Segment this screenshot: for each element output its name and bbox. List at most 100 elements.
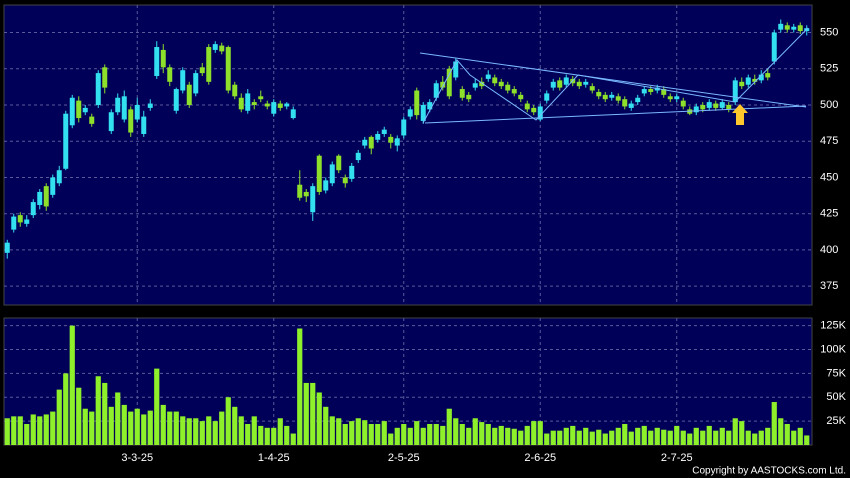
candle-body xyxy=(17,215,23,223)
volume-bar xyxy=(622,423,628,445)
candle-body xyxy=(485,74,491,79)
candle-body xyxy=(453,61,459,78)
candle-body xyxy=(589,86,595,91)
candle-body xyxy=(121,96,127,120)
candle-body xyxy=(199,67,205,74)
volume-bar xyxy=(745,430,751,445)
candle-body xyxy=(771,32,777,62)
volume-bar xyxy=(719,427,725,445)
volume-bar xyxy=(505,427,511,445)
volume-bar xyxy=(433,423,439,445)
volume-bar xyxy=(95,376,101,445)
candle-body xyxy=(212,44,218,50)
volume-bar xyxy=(661,429,667,445)
candle-body xyxy=(719,102,725,108)
volume-bar xyxy=(667,430,673,445)
candle-body xyxy=(576,81,582,87)
candle-body xyxy=(43,186,49,207)
volume-bar xyxy=(186,418,192,445)
volume-bar xyxy=(576,430,582,445)
candle-body xyxy=(375,133,381,140)
volume-bar xyxy=(297,328,303,445)
candle-body xyxy=(303,191,309,197)
volume-bar xyxy=(316,392,322,445)
y-tick-label: 525 xyxy=(820,63,838,75)
candle-body xyxy=(537,106,543,120)
volume-bar xyxy=(375,423,381,445)
candle-body xyxy=(206,47,212,82)
candle-body xyxy=(336,155,342,171)
volume-bar xyxy=(368,423,374,445)
candle-body xyxy=(82,107,88,113)
candle-body xyxy=(648,89,654,92)
arrow-marker xyxy=(732,104,748,125)
y-tick-label: 100K xyxy=(820,343,846,355)
volume-bar xyxy=(232,406,238,445)
volume-bar xyxy=(511,428,517,445)
volume-bar xyxy=(193,418,199,445)
candle-body xyxy=(635,97,641,103)
candle-body xyxy=(661,89,667,95)
candle-body xyxy=(466,94,472,100)
candle-body xyxy=(557,80,563,88)
volume-bar xyxy=(355,418,361,445)
volume-bar xyxy=(401,423,407,445)
candle-body xyxy=(713,103,719,108)
volume-bar xyxy=(264,427,270,445)
volume-bar xyxy=(290,433,296,445)
volume-bar xyxy=(173,411,179,445)
volume-bar xyxy=(726,430,732,445)
volume-bar xyxy=(219,411,225,445)
plot-area: 3-3-25 1-4-25 2-5-25 2-6-25 2-7-25 375 400 425 4… xyxy=(4,5,847,464)
volume-bar xyxy=(89,411,95,445)
y-tick-label: 450 xyxy=(820,171,838,183)
volume-bar xyxy=(609,430,615,445)
volume-bar xyxy=(30,414,36,445)
candle-body xyxy=(524,103,530,110)
candle-body xyxy=(459,89,465,98)
candle-body xyxy=(167,67,173,82)
volume-bar xyxy=(797,427,803,445)
volume-bar xyxy=(11,416,17,445)
volume-bar xyxy=(277,418,283,445)
candle-body xyxy=(693,106,699,113)
volume-bar xyxy=(479,422,485,445)
volume-bar xyxy=(492,427,498,445)
volume-bar xyxy=(141,414,147,445)
candle-body xyxy=(674,96,680,100)
volume-bar xyxy=(381,421,387,445)
candle-body xyxy=(160,49,166,68)
volume-bar xyxy=(388,433,394,445)
volume-bar xyxy=(524,425,530,445)
candle-body xyxy=(310,186,316,213)
candle-body xyxy=(745,77,751,85)
y-tick-label: 375 xyxy=(820,280,838,292)
volume-bar xyxy=(531,421,537,445)
volume-bar xyxy=(700,430,706,445)
candle-body xyxy=(433,83,439,98)
trend-line xyxy=(422,27,809,124)
x-tick-label: 2-5-25 xyxy=(388,452,420,464)
y-tick-label: 400 xyxy=(820,244,838,256)
y-tick-label: 75K xyxy=(826,367,846,379)
candle-body xyxy=(758,74,764,81)
volume-bar xyxy=(687,433,693,445)
volume-bar xyxy=(76,387,82,445)
volume-bar xyxy=(258,425,264,445)
candle-body xyxy=(141,116,147,134)
candle-body xyxy=(732,80,738,103)
candle-body xyxy=(11,216,17,230)
volume-bar xyxy=(485,423,491,445)
volume-bar xyxy=(24,423,30,445)
candle-body xyxy=(641,89,647,94)
volume-bar xyxy=(160,404,166,445)
x-tick-label: 2-6-25 xyxy=(524,452,556,464)
volume-bar xyxy=(251,416,257,445)
candle-body xyxy=(394,138,400,146)
volume-bar xyxy=(771,402,777,445)
volume-bar xyxy=(752,433,758,445)
volume-bar xyxy=(674,425,680,445)
volume-bar xyxy=(739,421,745,445)
volume-bar xyxy=(4,418,10,445)
volume-bar xyxy=(82,408,88,445)
